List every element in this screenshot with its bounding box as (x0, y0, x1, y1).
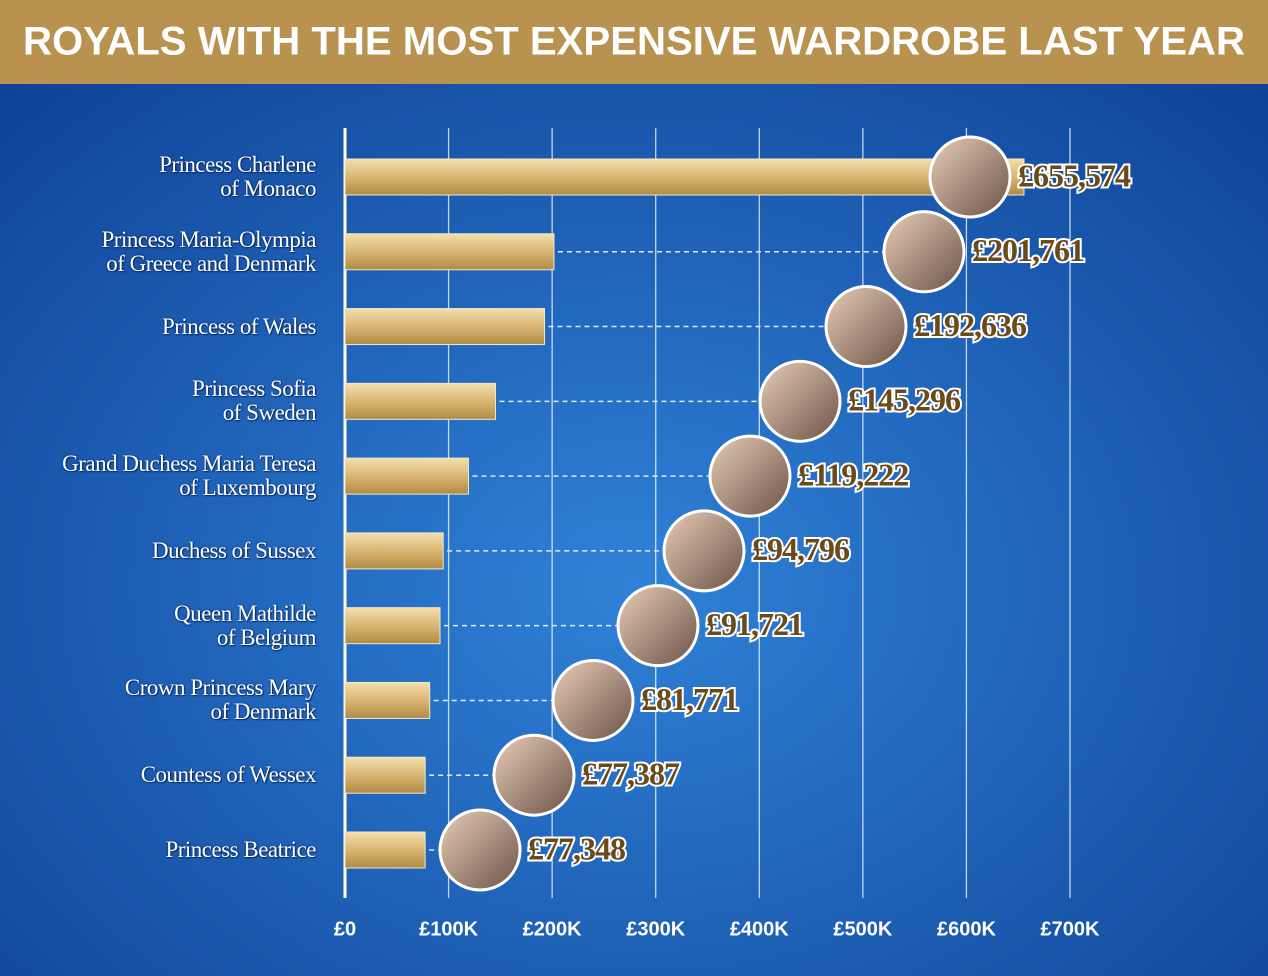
value-label: £94,796 (752, 531, 850, 567)
category-label: Countess of Wessex (140, 762, 317, 788)
value-label: £77,387 (582, 756, 680, 792)
bar (344, 233, 555, 271)
x-tick-label: £200K (523, 918, 582, 940)
bar (344, 457, 469, 495)
category-label: Princess Charlene of Monaco (159, 152, 316, 201)
value-label: £201,761 (972, 232, 1084, 268)
portrait (492, 733, 576, 817)
bar (344, 756, 426, 794)
bar (344, 681, 431, 719)
portrait (616, 584, 700, 668)
portrait (438, 808, 522, 892)
x-tick-label: £500K (833, 918, 892, 940)
value-label: £119,222 (798, 456, 908, 492)
bar (344, 532, 444, 570)
x-tick-label: £600K (937, 918, 996, 940)
portrait (551, 658, 635, 742)
chart-title: ROYALS WITH THE MOST EXPENSIVE WARDROBE … (23, 20, 1245, 64)
category-label: Princess of Wales (161, 313, 317, 339)
category-label: Princess Maria-Olympia of Greece and Den… (101, 226, 317, 276)
x-tick-label: £400K (730, 918, 789, 940)
category-label: Duchess of Sussex (152, 537, 317, 563)
bar (344, 308, 546, 346)
value-label: £77,348 (528, 830, 625, 866)
x-tick-label: £100K (419, 918, 478, 940)
category-label: Princess Sofia of Sweden (192, 376, 316, 426)
category-label: Princess Beatrice (165, 837, 316, 862)
portrait (758, 359, 842, 443)
value-label: £655,574 (1018, 157, 1131, 193)
value-label: £91,721 (706, 606, 803, 642)
value-label: £192,636 (914, 307, 1027, 343)
value-label: £145,296 (848, 382, 961, 418)
portrait (662, 509, 746, 593)
portrait (708, 434, 792, 518)
title-bar (0, 0, 1268, 84)
portrait (928, 135, 1012, 219)
category-label: Queen Mathilde of Belgium (174, 600, 316, 650)
bar (344, 382, 496, 420)
bar (344, 831, 426, 869)
portrait (824, 285, 908, 369)
x-tick-label: £300K (626, 918, 685, 940)
portrait (882, 210, 966, 294)
value-label: £81,771 (641, 681, 738, 717)
category-label: Crown Princess Mary of Denmark (124, 675, 317, 725)
category-label: Grand Duchess Maria Teresa of Luxembourg (62, 451, 316, 501)
bar (344, 158, 1025, 196)
x-tick-label: £700K (1041, 918, 1100, 940)
x-tick-label: £0 (334, 918, 356, 940)
bar (344, 607, 441, 645)
